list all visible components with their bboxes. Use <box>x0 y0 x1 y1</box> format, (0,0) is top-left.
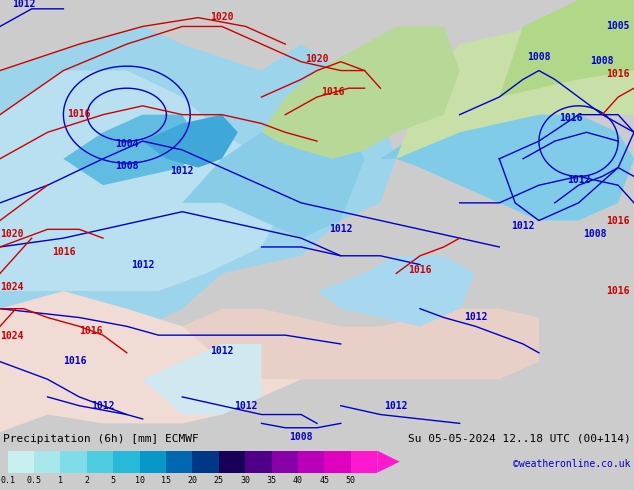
Text: 45: 45 <box>320 476 330 485</box>
Polygon shape <box>63 115 198 185</box>
Text: 25: 25 <box>214 476 224 485</box>
Bar <box>34 451 60 473</box>
Polygon shape <box>183 115 365 238</box>
Bar <box>219 451 245 473</box>
Polygon shape <box>500 0 634 97</box>
Text: 1016: 1016 <box>606 70 630 79</box>
Text: 35: 35 <box>267 476 276 485</box>
Text: 1020: 1020 <box>0 229 23 239</box>
Polygon shape <box>143 344 262 415</box>
Text: 10: 10 <box>134 476 145 485</box>
Polygon shape <box>317 256 476 326</box>
Text: 0.1: 0.1 <box>0 476 15 485</box>
Text: Precipitation (6h) [mm] ECMWF: Precipitation (6h) [mm] ECMWF <box>3 434 199 444</box>
Text: 1008: 1008 <box>583 229 606 239</box>
Polygon shape <box>396 26 634 159</box>
Bar <box>298 451 325 473</box>
Text: 1012: 1012 <box>511 220 535 230</box>
Polygon shape <box>0 26 396 335</box>
Text: 1008: 1008 <box>289 432 313 442</box>
Bar <box>271 451 298 473</box>
Text: 1016: 1016 <box>606 216 630 225</box>
Text: 5: 5 <box>111 476 116 485</box>
Polygon shape <box>0 291 301 432</box>
Text: 50: 50 <box>346 476 356 485</box>
Bar <box>245 451 271 473</box>
Polygon shape <box>262 26 460 159</box>
Bar <box>8 451 34 473</box>
Text: 1008: 1008 <box>590 56 614 66</box>
Text: 1016: 1016 <box>321 87 345 97</box>
Text: 1012: 1012 <box>12 0 36 9</box>
Polygon shape <box>380 97 634 220</box>
Text: 30: 30 <box>240 476 250 485</box>
Text: Su 05-05-2024 12..18 UTC (00+114): Su 05-05-2024 12..18 UTC (00+114) <box>408 434 631 444</box>
Text: 1012: 1012 <box>91 401 115 411</box>
Text: 1012: 1012 <box>567 174 590 185</box>
Polygon shape <box>0 71 285 291</box>
Text: 1016: 1016 <box>408 265 432 274</box>
Text: 15: 15 <box>161 476 171 485</box>
Bar <box>139 451 166 473</box>
Text: 1020: 1020 <box>305 53 329 64</box>
Text: 1012: 1012 <box>210 346 234 356</box>
Text: 1008: 1008 <box>115 161 139 172</box>
Text: 1012: 1012 <box>463 312 488 322</box>
Text: 1005: 1005 <box>606 22 630 31</box>
Text: 1024: 1024 <box>0 282 23 292</box>
Text: 1016: 1016 <box>79 326 103 336</box>
Text: 1012: 1012 <box>171 167 194 176</box>
Text: 40: 40 <box>293 476 303 485</box>
Text: 1012: 1012 <box>131 260 155 270</box>
Bar <box>351 451 377 473</box>
Text: 1008: 1008 <box>527 52 551 62</box>
Text: 1016: 1016 <box>67 109 91 119</box>
Text: 20: 20 <box>188 476 197 485</box>
Text: 2: 2 <box>84 476 89 485</box>
Text: 1016: 1016 <box>51 247 75 257</box>
Bar <box>192 451 219 473</box>
Bar <box>87 451 113 473</box>
Text: 1020: 1020 <box>210 12 234 22</box>
Polygon shape <box>143 115 238 168</box>
Text: 1024: 1024 <box>0 331 23 341</box>
Text: 1012: 1012 <box>329 224 353 234</box>
Text: 1004: 1004 <box>115 139 139 149</box>
Polygon shape <box>183 309 539 379</box>
Text: 1: 1 <box>58 476 63 485</box>
Text: 1012: 1012 <box>384 401 408 411</box>
Bar <box>166 451 192 473</box>
Polygon shape <box>377 451 399 473</box>
Text: 1016: 1016 <box>559 114 583 123</box>
Bar <box>325 451 351 473</box>
Text: 1016: 1016 <box>606 286 630 296</box>
Text: 1012: 1012 <box>234 401 257 411</box>
Bar <box>60 451 87 473</box>
Text: ©weatheronline.co.uk: ©weatheronline.co.uk <box>514 459 631 469</box>
Text: 1016: 1016 <box>63 356 87 366</box>
Bar <box>113 451 139 473</box>
Text: 0.5: 0.5 <box>27 476 41 485</box>
